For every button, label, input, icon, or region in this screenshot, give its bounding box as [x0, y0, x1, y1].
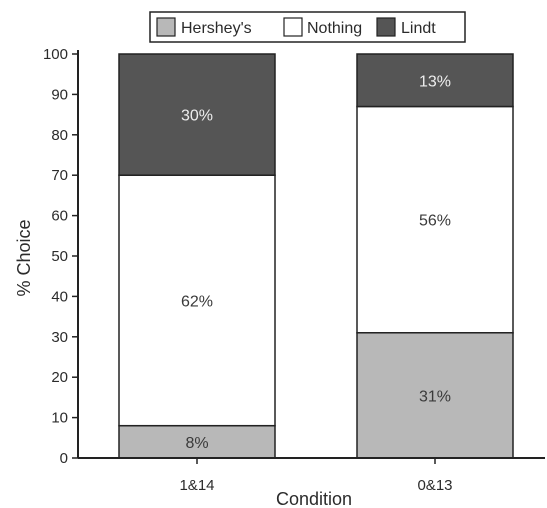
y-tick-label: 100	[43, 46, 68, 63]
y-tick-label: 20	[51, 369, 68, 386]
legend-label: Nothing	[307, 20, 362, 37]
legend-label: Lindt	[401, 20, 436, 37]
y-tick-label: 40	[51, 288, 68, 305]
y-axis: 0 10 20 30 40 50 60 70 80 90 100	[43, 46, 79, 467]
legend-swatch	[376, 17, 396, 37]
y-tick-label: 90	[51, 86, 68, 103]
bar-segment	[356, 53, 514, 108]
legend-swatch	[156, 17, 176, 37]
segment-labels: 8% 62% 30% 31% 56% 13%	[181, 73, 451, 452]
data-label: 30%	[181, 108, 213, 125]
bar-segment	[118, 53, 276, 176]
y-tick-label: 80	[51, 127, 68, 144]
data-label: 62%	[181, 293, 213, 310]
data-label: 8%	[185, 435, 208, 452]
y-tick-label: 60	[51, 208, 68, 225]
x-axis: 1&14 0&13	[78, 457, 545, 494]
y-axis-title: % Choice	[14, 219, 34, 296]
x-tick-label: 0&13	[417, 477, 452, 494]
legend-box	[149, 11, 466, 43]
data-label: 13%	[419, 73, 451, 90]
x-tick-label: 1&14	[179, 477, 214, 494]
y-tick-label: 0	[60, 450, 68, 467]
x-axis-title: Condition	[276, 489, 352, 508]
bar-segment	[356, 105, 514, 334]
y-tick-label: 70	[51, 167, 68, 184]
data-label: 31%	[419, 388, 451, 405]
y-tick-label: 50	[51, 248, 68, 265]
y-tick-label: 30	[51, 329, 68, 346]
legend-swatch	[283, 17, 303, 37]
legend: Hershey's Nothing Lindt	[149, 11, 466, 43]
bar-segment	[118, 424, 276, 459]
data-label: 56%	[419, 213, 451, 230]
y-tick-label: 10	[51, 410, 68, 427]
bar-segment	[356, 332, 514, 459]
legend-label: Hershey's	[181, 20, 252, 37]
bars	[118, 53, 514, 459]
